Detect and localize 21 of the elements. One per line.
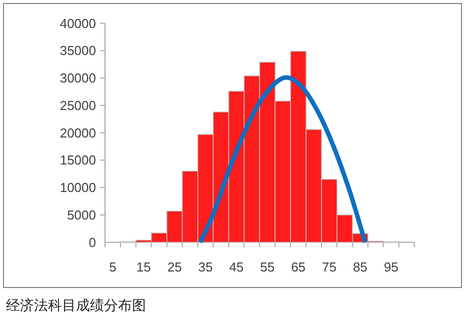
x-tick-label: 45	[229, 259, 244, 274]
y-tick-label: 5000	[67, 207, 96, 222]
x-tick-label: 5	[109, 259, 116, 274]
y-tick-label: 15000	[60, 152, 96, 168]
x-tick-label: 55	[260, 259, 275, 274]
y-tick-label: 20000	[60, 125, 96, 140]
y-tick-label: 10000	[60, 180, 96, 196]
y-tick-label: 35000	[60, 43, 96, 58]
x-tick-label: 95	[384, 259, 398, 274]
text: 经济法科目成绩分布图	[6, 297, 146, 313]
x-tick-label: 75	[322, 259, 336, 274]
y-tick-label: 0	[88, 234, 96, 250]
x-tick-label: 35	[198, 259, 213, 274]
x-tick-label: 25	[167, 259, 182, 274]
x-tick-label: 15	[136, 259, 151, 274]
y-tick-label: 40000	[60, 16, 96, 31]
x-tick-label: 65	[291, 259, 306, 274]
y-tick-label: 25000	[60, 98, 96, 113]
line-series	[198, 75, 368, 245]
x-tick-label: 85	[352, 259, 368, 274]
y-tick-label: 30000	[60, 70, 96, 86]
